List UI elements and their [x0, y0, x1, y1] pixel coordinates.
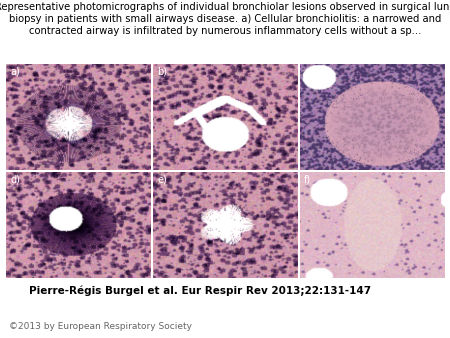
- Text: Pierre-Régis Burgel et al. Eur Respir Rev 2013;22:131-147: Pierre-Régis Burgel et al. Eur Respir Re…: [29, 286, 371, 296]
- Text: b): b): [157, 67, 167, 77]
- Text: ©2013 by European Respiratory Society: ©2013 by European Respiratory Society: [9, 322, 192, 331]
- Text: f): f): [304, 175, 311, 185]
- Text: Representative photomicrographs of individual bronchiolar lesions observed in su: Representative photomicrographs of indiv…: [0, 2, 450, 37]
- Text: a): a): [10, 67, 20, 77]
- Text: c): c): [304, 67, 313, 77]
- Text: d): d): [10, 175, 20, 185]
- Text: e): e): [157, 175, 167, 185]
